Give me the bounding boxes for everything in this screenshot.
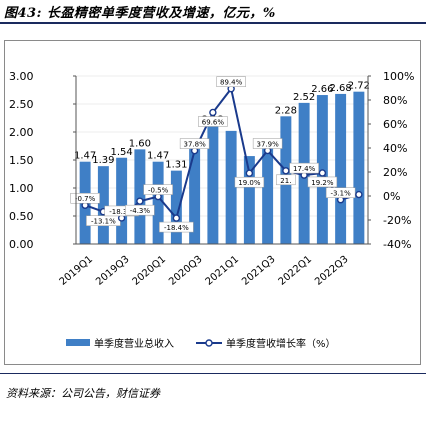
growth-data-label: 17.4% <box>293 165 316 173</box>
growth-data-label: 89.4% <box>220 79 243 87</box>
growth-point <box>245 169 254 177</box>
growth-label-box <box>276 174 296 186</box>
left-tick-label: 0.00 <box>9 238 34 251</box>
growth-point <box>318 169 327 177</box>
bar-data-label: 2.66 <box>311 84 333 95</box>
bar-data-label: 2.52 <box>293 92 315 103</box>
growth-data-label: -4.3% <box>130 207 151 215</box>
growth-data-label: -3.1% <box>330 190 351 198</box>
growth-point <box>355 190 363 199</box>
source-note: 资料来源：公司公告，财信证券 <box>6 387 160 400</box>
x-tick-label: 2019Q1 <box>58 254 95 288</box>
growth-data-label: 37.9% <box>257 141 280 149</box>
growth-label-box <box>216 76 246 87</box>
growth-label-box <box>325 187 356 198</box>
growth-line: -0.7% -13.1% -18.3%-4.3% -0.5% -18.4% 37.8% 69… <box>70 76 363 233</box>
growth-label-box <box>179 138 210 149</box>
growth-point <box>282 167 290 175</box>
x-axis: 2019Q1 2019Q3 2020Q1 2020Q3 2021Q1 2021Q3 2022… <box>58 243 368 288</box>
left-tick-label: 0.50 <box>9 210 34 223</box>
growth-data-label: 69.6% <box>202 118 225 126</box>
bar-data-label: 2.72 <box>348 81 370 92</box>
growth-data-label: 19.2% <box>311 179 334 187</box>
x-tick-label: 2021Q3 <box>240 254 277 288</box>
bar <box>116 157 128 244</box>
growth-label-box <box>252 138 283 149</box>
legend-bar-label: 单季度营业总收入 <box>94 337 174 350</box>
bar <box>207 125 219 244</box>
growth-point <box>136 197 144 205</box>
bar <box>262 147 274 244</box>
right-tick-label: 80% <box>383 94 407 107</box>
left-tick-label: 1.50 <box>9 154 34 167</box>
growth-label-box <box>198 116 228 127</box>
growth-data-label: -0.7% <box>75 195 96 203</box>
bar-data-label: 1.47 <box>147 151 169 162</box>
growth-label-box <box>159 221 194 233</box>
bar <box>152 161 164 244</box>
growth-label-box <box>234 176 265 188</box>
growth-point <box>209 108 217 117</box>
right-tick-label: -40% <box>383 238 411 251</box>
bar-data-label: 1.39 <box>92 155 114 166</box>
left-tick-label: 2.00 <box>9 126 34 139</box>
growth-data-label: -18.3% <box>109 208 134 216</box>
right-tick-label: 100% <box>383 70 414 83</box>
figure-title: 图43: 长盈精密单季度营收及增速，亿元，% <box>4 6 276 21</box>
bar <box>243 156 255 244</box>
left-tick-label: 1.00 <box>9 182 34 195</box>
x-tick-label: 2020Q3 <box>167 254 204 288</box>
bar-data-label: 1.60 <box>129 138 151 149</box>
left-axis: 0.00 0.50 1.00 1.50 2.00 2.50 3.00 <box>9 70 77 251</box>
growth-data-label: 19.0% <box>238 179 261 187</box>
growth-data-label: 21. <box>280 177 291 185</box>
title-rule <box>0 22 426 24</box>
growth-label-box <box>307 176 338 188</box>
growth-data-label: -18.4% <box>164 224 189 232</box>
growth-label-box <box>70 192 100 204</box>
x-tick-label: 2020Q1 <box>131 254 168 288</box>
x-tick-label: 2022Q3 <box>313 254 350 288</box>
left-tick-label: 2.50 <box>9 98 34 111</box>
bar <box>225 130 237 244</box>
growth-data-label: 37.8% <box>184 141 207 149</box>
growth-label-box <box>125 204 155 216</box>
left-tick-label: 3.00 <box>9 70 34 83</box>
legend-line-label: 单季度营收增长率（%） <box>226 337 336 350</box>
right-tick-label: 40% <box>383 142 407 155</box>
x-tick-label: 2019Q3 <box>94 254 131 288</box>
chart-frame <box>4 40 421 365</box>
right-tick-label: -20% <box>383 214 411 227</box>
growth-data-label: -0.5% <box>148 187 169 195</box>
growth-point <box>172 214 181 222</box>
bar <box>97 166 109 244</box>
x-tick-label: 2021Q1 <box>204 254 241 288</box>
growth-label-box <box>143 184 173 195</box>
bar-data-label: 1.31 <box>165 160 187 171</box>
legend-bar-swatch <box>66 339 90 346</box>
bar <box>353 91 365 245</box>
bar-data-label: 2.68 <box>329 83 351 94</box>
bar <box>189 146 201 244</box>
legend-line-marker <box>205 339 213 347</box>
growth-label-box <box>289 162 319 174</box>
right-tick-label: 60% <box>383 118 407 131</box>
bar-data-label: 2.28 <box>275 105 297 116</box>
bar <box>335 93 347 244</box>
bar <box>134 149 146 244</box>
bottom-rule <box>0 373 426 374</box>
right-tick-label: 0% <box>383 190 400 203</box>
growth-data-label: -13.1% <box>91 218 116 226</box>
bar-data-label: 1.47 <box>74 151 96 162</box>
bar <box>170 170 182 244</box>
right-tick-label: 20% <box>383 166 407 179</box>
bar-data-label: 1.54 <box>110 147 132 158</box>
x-tick-label: 2022Q1 <box>277 254 314 288</box>
legend: 单季度营业总收入 单季度营收增长率（%） <box>66 337 336 350</box>
right-axis: -40% -20% 0% 20% 40% 60% 80% 100% <box>367 70 414 251</box>
